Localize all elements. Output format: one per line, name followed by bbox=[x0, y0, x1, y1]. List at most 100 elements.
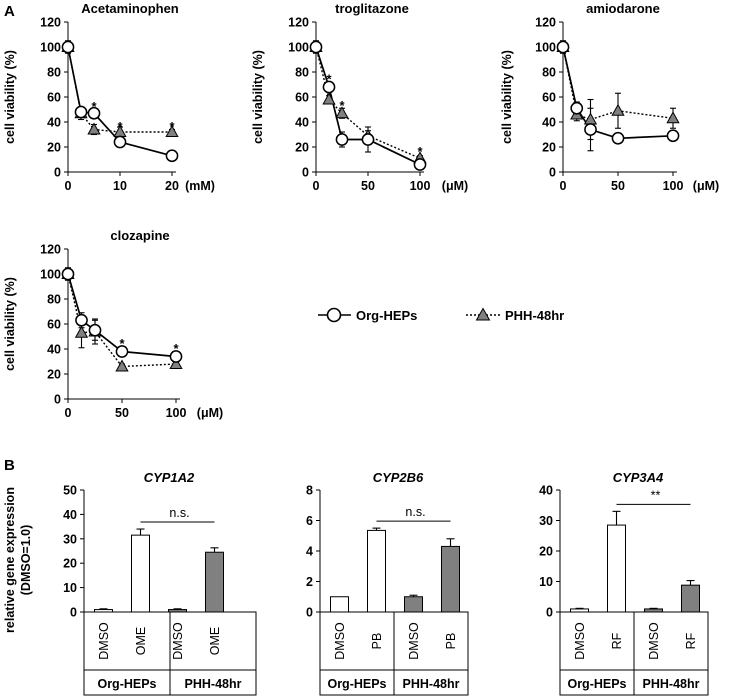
cyp1a2-y-tick-label: 50 bbox=[63, 484, 77, 498]
acetaminophen-y-tick-label: 80 bbox=[47, 66, 61, 80]
acetaminophen-x-tick-label: 10 bbox=[113, 179, 127, 193]
cyp2b6-title: CYP2B6 bbox=[373, 470, 424, 485]
amiodarone-org-point bbox=[570, 101, 584, 115]
troglitazone-asterisk: * bbox=[417, 144, 423, 159]
cyp1a2-y-tick-label: 20 bbox=[63, 557, 77, 571]
troglitazone-y-tick-label: 80 bbox=[295, 66, 309, 80]
chart-acetaminophen: Acetaminophen 0 20 40 60 80 100 120 0 10 20 (mM) cel… bbox=[3, 1, 215, 193]
cyp1a2-y-tick-label: 30 bbox=[63, 532, 77, 546]
cyp3a4-y-tick-label: 20 bbox=[539, 545, 553, 559]
cyp3a4-y-tick-label: 40 bbox=[539, 484, 553, 498]
amiodarone-title: amiodarone bbox=[586, 1, 660, 16]
cyp2b6-significance-label: n.s. bbox=[405, 505, 425, 519]
troglitazone-y-tick-label: 120 bbox=[288, 16, 309, 30]
clozapine-y-tick-label: 20 bbox=[47, 368, 61, 382]
cyp3a4-group-label: Org-HEPs bbox=[567, 677, 626, 691]
cyp1a2-y-tick-label: 0 bbox=[70, 606, 77, 620]
clozapine-org-point bbox=[61, 267, 75, 281]
acetaminophen-phh-point bbox=[87, 122, 101, 135]
cyp3a4-category-label: RF bbox=[610, 632, 624, 649]
cyp1a2-category-label: DMSO bbox=[171, 622, 185, 660]
amiodarone-phh-point bbox=[583, 112, 598, 125]
amiodarone-org-point bbox=[666, 129, 680, 143]
cyp2b6-y-tick-label: 0 bbox=[306, 606, 313, 620]
legend: Org-HEPs PHH-48hr bbox=[318, 307, 564, 323]
cyp2b6-category-label: PB bbox=[444, 633, 458, 650]
panel-label-b: B bbox=[4, 457, 15, 474]
acetaminophen-phh-point bbox=[165, 124, 179, 137]
cyp3a4-y-tick-label: 30 bbox=[539, 514, 553, 528]
clozapine-x-tick-label: 0 bbox=[65, 406, 72, 420]
clozapine-phh-point bbox=[169, 356, 183, 369]
clozapine-title: clozapine bbox=[110, 228, 169, 243]
troglitazone-y-label: cell viability (%) bbox=[251, 50, 265, 144]
troglitazone-phh-point bbox=[322, 92, 336, 105]
amiodarone-x-tick-label: 50 bbox=[611, 179, 625, 193]
acetaminophen-org-point bbox=[165, 149, 179, 163]
troglitazone-y-tick-label: 40 bbox=[295, 116, 309, 130]
cyp1a2-y-label-line1: relative gene expression bbox=[3, 487, 17, 633]
clozapine-x-tick-label: 50 bbox=[115, 406, 129, 420]
amiodarone-y-tick-label: 60 bbox=[542, 91, 556, 105]
troglitazone-x-tick-label: 50 bbox=[361, 179, 375, 193]
acetaminophen-asterisk: * bbox=[91, 99, 97, 114]
troglitazone-org-point bbox=[335, 133, 349, 146]
cyp1a2-title: CYP1A2 bbox=[144, 470, 195, 485]
amiodarone-x-unit: (μM) bbox=[693, 179, 719, 193]
amiodarone-y-tick-label: 120 bbox=[535, 16, 556, 30]
amiodarone-y-tick-label: 100 bbox=[535, 41, 556, 55]
cyp2b6-group-label: PHH-48hr bbox=[403, 677, 460, 691]
clozapine-y-tick-label: 40 bbox=[47, 343, 61, 357]
amiodarone-org-point bbox=[584, 123, 597, 136]
cyp2b6-category-label: DMSO bbox=[333, 622, 347, 660]
legend-org-marker bbox=[326, 307, 342, 323]
acetaminophen-x-tick-label: 0 bbox=[65, 179, 72, 193]
troglitazone-x-tick-label: 100 bbox=[410, 179, 431, 193]
acetaminophen-org-point bbox=[74, 105, 88, 119]
chart-cyp1a2: CYP1A2 0 10 20 30 40 50 DMSO OME DMSO OME Org-HEPs P… bbox=[3, 470, 257, 696]
troglitazone-y-tick-label: 60 bbox=[295, 91, 309, 105]
troglitazone-y-tick-label: 0 bbox=[302, 166, 309, 180]
clozapine-phh-point bbox=[74, 325, 89, 338]
amiodarone-y-tick-label: 80 bbox=[542, 66, 556, 80]
panel-label-a: A bbox=[4, 3, 15, 20]
troglitazone-org-point bbox=[413, 158, 427, 171]
cyp2b6-bar bbox=[441, 545, 460, 613]
amiodarone-y-tick-label: 40 bbox=[542, 116, 556, 130]
acetaminophen-x-unit: (mM) bbox=[185, 179, 215, 193]
cyp1a2-category-label: OME bbox=[208, 627, 222, 655]
cyp3a4-bar bbox=[570, 608, 589, 613]
cyp3a4-category-label: DMSO bbox=[573, 622, 587, 660]
cyp1a2-bar bbox=[205, 551, 224, 613]
acetaminophen-x-tick-label: 20 bbox=[165, 179, 179, 193]
cyp2b6-y-tick-label: 4 bbox=[306, 545, 313, 559]
legend-phh-marker bbox=[475, 307, 491, 321]
clozapine-org-point bbox=[75, 313, 88, 327]
troglitazone-phh-point bbox=[335, 106, 349, 119]
cyp1a2-bar bbox=[168, 609, 187, 613]
clozapine-x-unit: (μM) bbox=[197, 406, 223, 420]
cyp2b6-group-label: Org-HEPs bbox=[327, 677, 386, 691]
troglitazone-x-tick-label: 0 bbox=[313, 179, 320, 193]
clozapine-x-tick-label: 100 bbox=[166, 406, 187, 420]
clozapine-org-point bbox=[88, 323, 102, 337]
troglitazone-y-tick-label: 100 bbox=[288, 41, 309, 55]
cyp3a4-y-tick-label: 0 bbox=[546, 606, 553, 620]
clozapine-y-tick-label: 120 bbox=[40, 243, 61, 257]
amiodarone-phh-point bbox=[666, 111, 680, 124]
clozapine-y-label: cell viability (%) bbox=[3, 277, 17, 371]
cyp2b6-y-tick-label: 8 bbox=[306, 484, 313, 498]
cyp1a2-group-label: PHH-48hr bbox=[185, 677, 242, 691]
amiodarone-org-point bbox=[611, 131, 625, 145]
cyp3a4-category-label: RF bbox=[684, 632, 698, 649]
cyp1a2-group-label: Org-HEPs bbox=[97, 677, 156, 691]
chart-cyp3a4: CYP3A4 0 10 20 30 40 DMSO RF DMSO RF Org-HEPs PHH-4… bbox=[539, 470, 709, 696]
acetaminophen-y-tick-label: 120 bbox=[40, 16, 61, 30]
troglitazone-org-point bbox=[322, 80, 336, 94]
cyp3a4-bar bbox=[681, 584, 700, 613]
cyp2b6-bar bbox=[330, 596, 349, 613]
acetaminophen-asterisk: * bbox=[169, 119, 175, 134]
chart-troglitazone: troglitazone 0 20 40 60 80 100 120 0 50 100 (μM) cel… bbox=[251, 1, 468, 193]
acetaminophen-org-point bbox=[61, 40, 75, 54]
